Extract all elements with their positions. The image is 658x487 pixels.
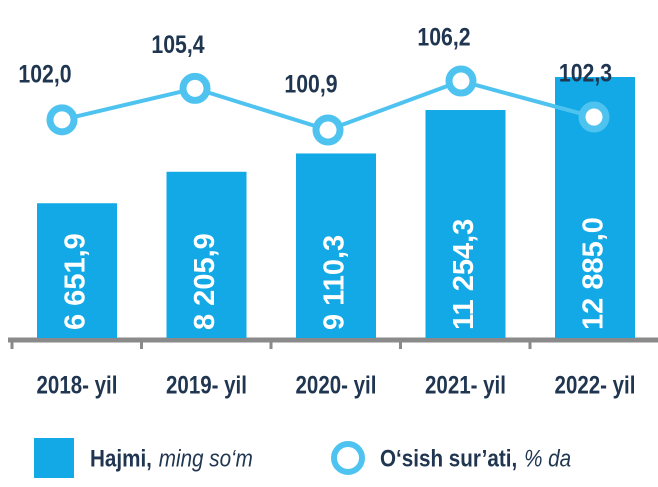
line-point (179, 72, 211, 104)
bar-value-label: 6 651,9 (60, 233, 92, 330)
x-tick-label: 2022- yil (555, 371, 636, 399)
bar (166, 171, 247, 338)
x-tick-label: 2019- yil (166, 371, 247, 399)
x-tick-label: 2018- yil (37, 371, 118, 399)
legend-label: Hajmi, ming so‘m (90, 445, 253, 472)
legend-name: O‘sish sur’ati, (380, 445, 517, 472)
line-value-label: 102,3 (559, 59, 612, 87)
line-value-label: 106,2 (417, 23, 470, 51)
line-point (578, 101, 610, 133)
line-point (445, 65, 477, 97)
line-value-label: 102,0 (18, 60, 71, 88)
line-point (312, 114, 344, 146)
bar (296, 153, 376, 338)
legend-marker (331, 441, 365, 475)
bar-value-label: 12 885,0 (578, 217, 610, 330)
bar-value-label: 11 254,3 (448, 219, 480, 330)
line-value-label: 100,9 (284, 70, 337, 98)
legend-unit: % da (524, 445, 571, 472)
bar (425, 110, 506, 338)
bar-value-label: 9 110,3 (319, 235, 351, 330)
bar (37, 203, 117, 338)
legend-label: O‘sish sur’ati, % da (380, 445, 571, 472)
line-point (46, 104, 78, 136)
line-value-label: 105,4 (151, 30, 204, 58)
legend-swatch (34, 438, 74, 478)
legend-unit: ming so‘m (159, 445, 253, 472)
bar-value-label: 8 205,9 (189, 233, 221, 330)
legend-name: Hajmi, (90, 445, 152, 472)
x-tick-label: 2020- yil (296, 371, 377, 399)
x-tick-label: 2021- yil (425, 371, 506, 399)
